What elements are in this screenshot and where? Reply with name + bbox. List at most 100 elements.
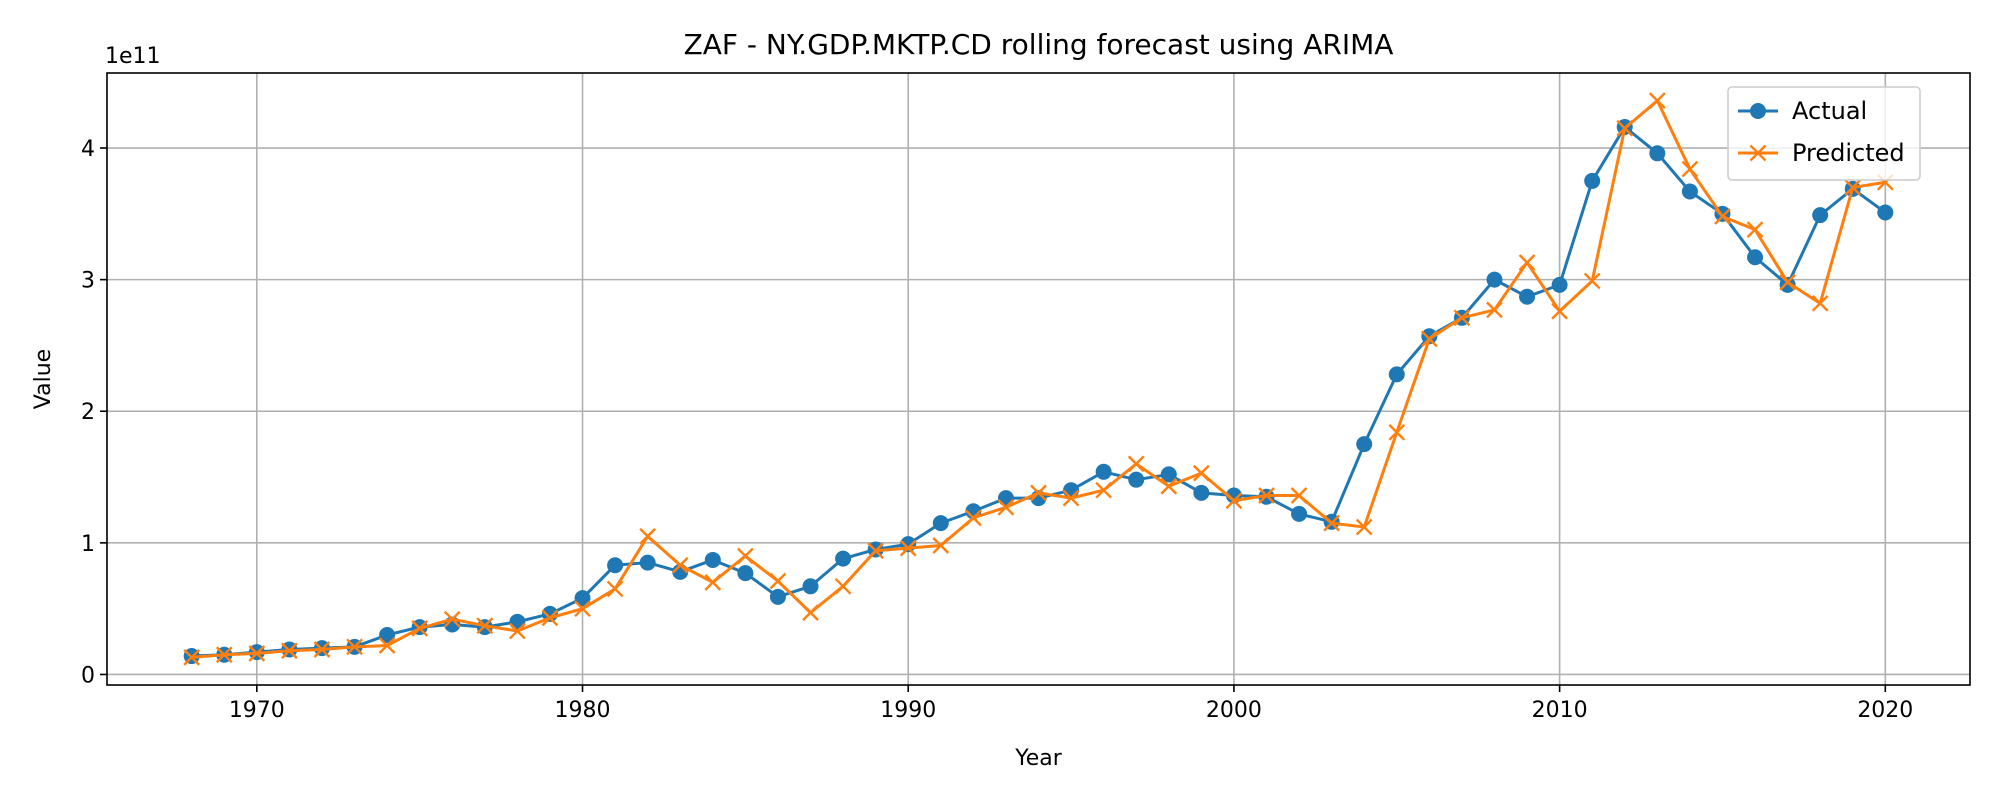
y-tick-label: 3 — [81, 269, 95, 294]
legend-item-actual: Actual — [1738, 97, 1867, 125]
data-point-predicted — [1062, 489, 1080, 507]
data-point-predicted — [183, 649, 201, 666]
data-point-predicted — [1420, 330, 1438, 348]
legend-label: Actual — [1792, 97, 1867, 125]
data-point-predicted — [671, 556, 689, 574]
data-point-predicted — [248, 645, 266, 662]
data-point-actual — [1779, 276, 1796, 293]
x-tick-label: 2020 — [1857, 698, 1913, 723]
data-point-actual — [737, 565, 754, 582]
data-point-actual — [1551, 276, 1568, 293]
y-offset-label: 1e11 — [105, 44, 161, 69]
data-point-predicted — [802, 604, 819, 621]
data-point-predicted — [378, 637, 396, 654]
data-point-predicted — [313, 641, 331, 658]
data-point-predicted — [867, 542, 884, 560]
data-point-actual — [704, 551, 721, 568]
data-point-predicted — [346, 638, 363, 656]
data-point-actual — [1128, 471, 1145, 488]
x-tick-label: 1990 — [880, 698, 936, 723]
data-point-actual — [607, 557, 624, 574]
data-point-predicted — [1193, 464, 1210, 482]
x-tick-label: 1980 — [555, 698, 611, 723]
data-point-actual — [1681, 183, 1698, 200]
data-point-actual — [1421, 328, 1438, 345]
data-point-predicted — [965, 509, 982, 527]
data-point-predicted — [1616, 119, 1634, 137]
data-point-predicted — [281, 642, 298, 660]
data-point-predicted — [704, 573, 722, 591]
data-point-predicted — [1127, 455, 1145, 473]
data-point-predicted — [1648, 92, 1666, 109]
y-tick-label: 0 — [81, 663, 95, 688]
data-point-predicted — [411, 620, 429, 637]
data-point-actual — [639, 554, 656, 571]
x-tick-label: 2010 — [1532, 698, 1588, 723]
data-point-predicted — [1811, 294, 1829, 312]
data-point-predicted — [1453, 309, 1471, 327]
data-point-actual — [802, 578, 819, 595]
data-point-actual — [1356, 436, 1373, 453]
series-line-predicted — [191, 99, 1886, 659]
data-point-predicted — [1746, 221, 1764, 238]
data-point-actual — [1584, 172, 1601, 189]
data-point-predicted — [1714, 208, 1731, 225]
data-point-actual — [1747, 249, 1764, 266]
x-tick-label: 2000 — [1206, 698, 1262, 723]
data-point-predicted — [1095, 481, 1112, 499]
data-point-predicted — [476, 617, 494, 635]
series-layer — [183, 92, 1894, 666]
data-point-predicted — [541, 609, 559, 627]
data-point-predicted — [1486, 301, 1503, 319]
data-point-predicted — [769, 572, 787, 590]
x-axis-label: Year — [1014, 746, 1063, 771]
series-actual — [183, 118, 1894, 665]
plot-frame — [106, 72, 1971, 686]
data-point-predicted — [606, 580, 624, 598]
data-point-predicted — [899, 539, 917, 557]
legend: Actual Predicted — [1727, 86, 1921, 181]
data-point-predicted — [997, 498, 1015, 516]
data-point-predicted — [1323, 514, 1340, 532]
data-point-predicted — [574, 600, 591, 618]
data-point-actual — [932, 515, 949, 532]
data-point-predicted — [215, 646, 233, 664]
data-point-predicted — [1290, 487, 1308, 504]
y-tick-label: 4 — [81, 137, 95, 162]
data-point-actual — [1095, 463, 1112, 480]
legend-label: Predicted — [1792, 139, 1905, 167]
series-predicted — [183, 92, 1894, 666]
data-point-actual — [1649, 145, 1666, 162]
data-point-actual — [1193, 484, 1210, 501]
data-point-predicted — [1258, 487, 1275, 504]
series-line-actual — [191, 125, 1887, 658]
data-point-actual — [769, 588, 786, 605]
data-point-actual — [574, 590, 591, 607]
data-point-predicted — [1160, 477, 1178, 495]
data-point-predicted — [1388, 423, 1406, 441]
data-point-predicted — [1583, 272, 1601, 290]
y-axis-label: Value — [31, 349, 56, 409]
data-point-predicted — [639, 527, 657, 545]
data-point-predicted — [443, 610, 461, 628]
legend-items: Actual Predicted — [1738, 97, 1905, 167]
data-point-predicted — [834, 577, 852, 595]
grid — [107, 73, 1970, 685]
data-point-actual — [1486, 271, 1503, 288]
data-point-predicted — [1844, 179, 1862, 196]
y-tick-label: 1 — [81, 532, 95, 557]
data-point-predicted — [1030, 484, 1047, 502]
y-tick-label: 2 — [81, 400, 95, 425]
data-point-predicted — [737, 547, 754, 565]
data-point-actual — [1291, 505, 1308, 522]
data-point-actual — [835, 550, 852, 567]
legend-marker — [1750, 103, 1766, 119]
chart-title: ZAF - NY.GDP.MKTP.CD rolling forecast us… — [684, 28, 1394, 61]
data-point-predicted — [1225, 492, 1243, 510]
data-point-actual — [1812, 207, 1829, 224]
data-point-predicted — [932, 537, 950, 554]
data-point-actual — [1160, 466, 1177, 483]
data-point-predicted — [1355, 518, 1373, 536]
